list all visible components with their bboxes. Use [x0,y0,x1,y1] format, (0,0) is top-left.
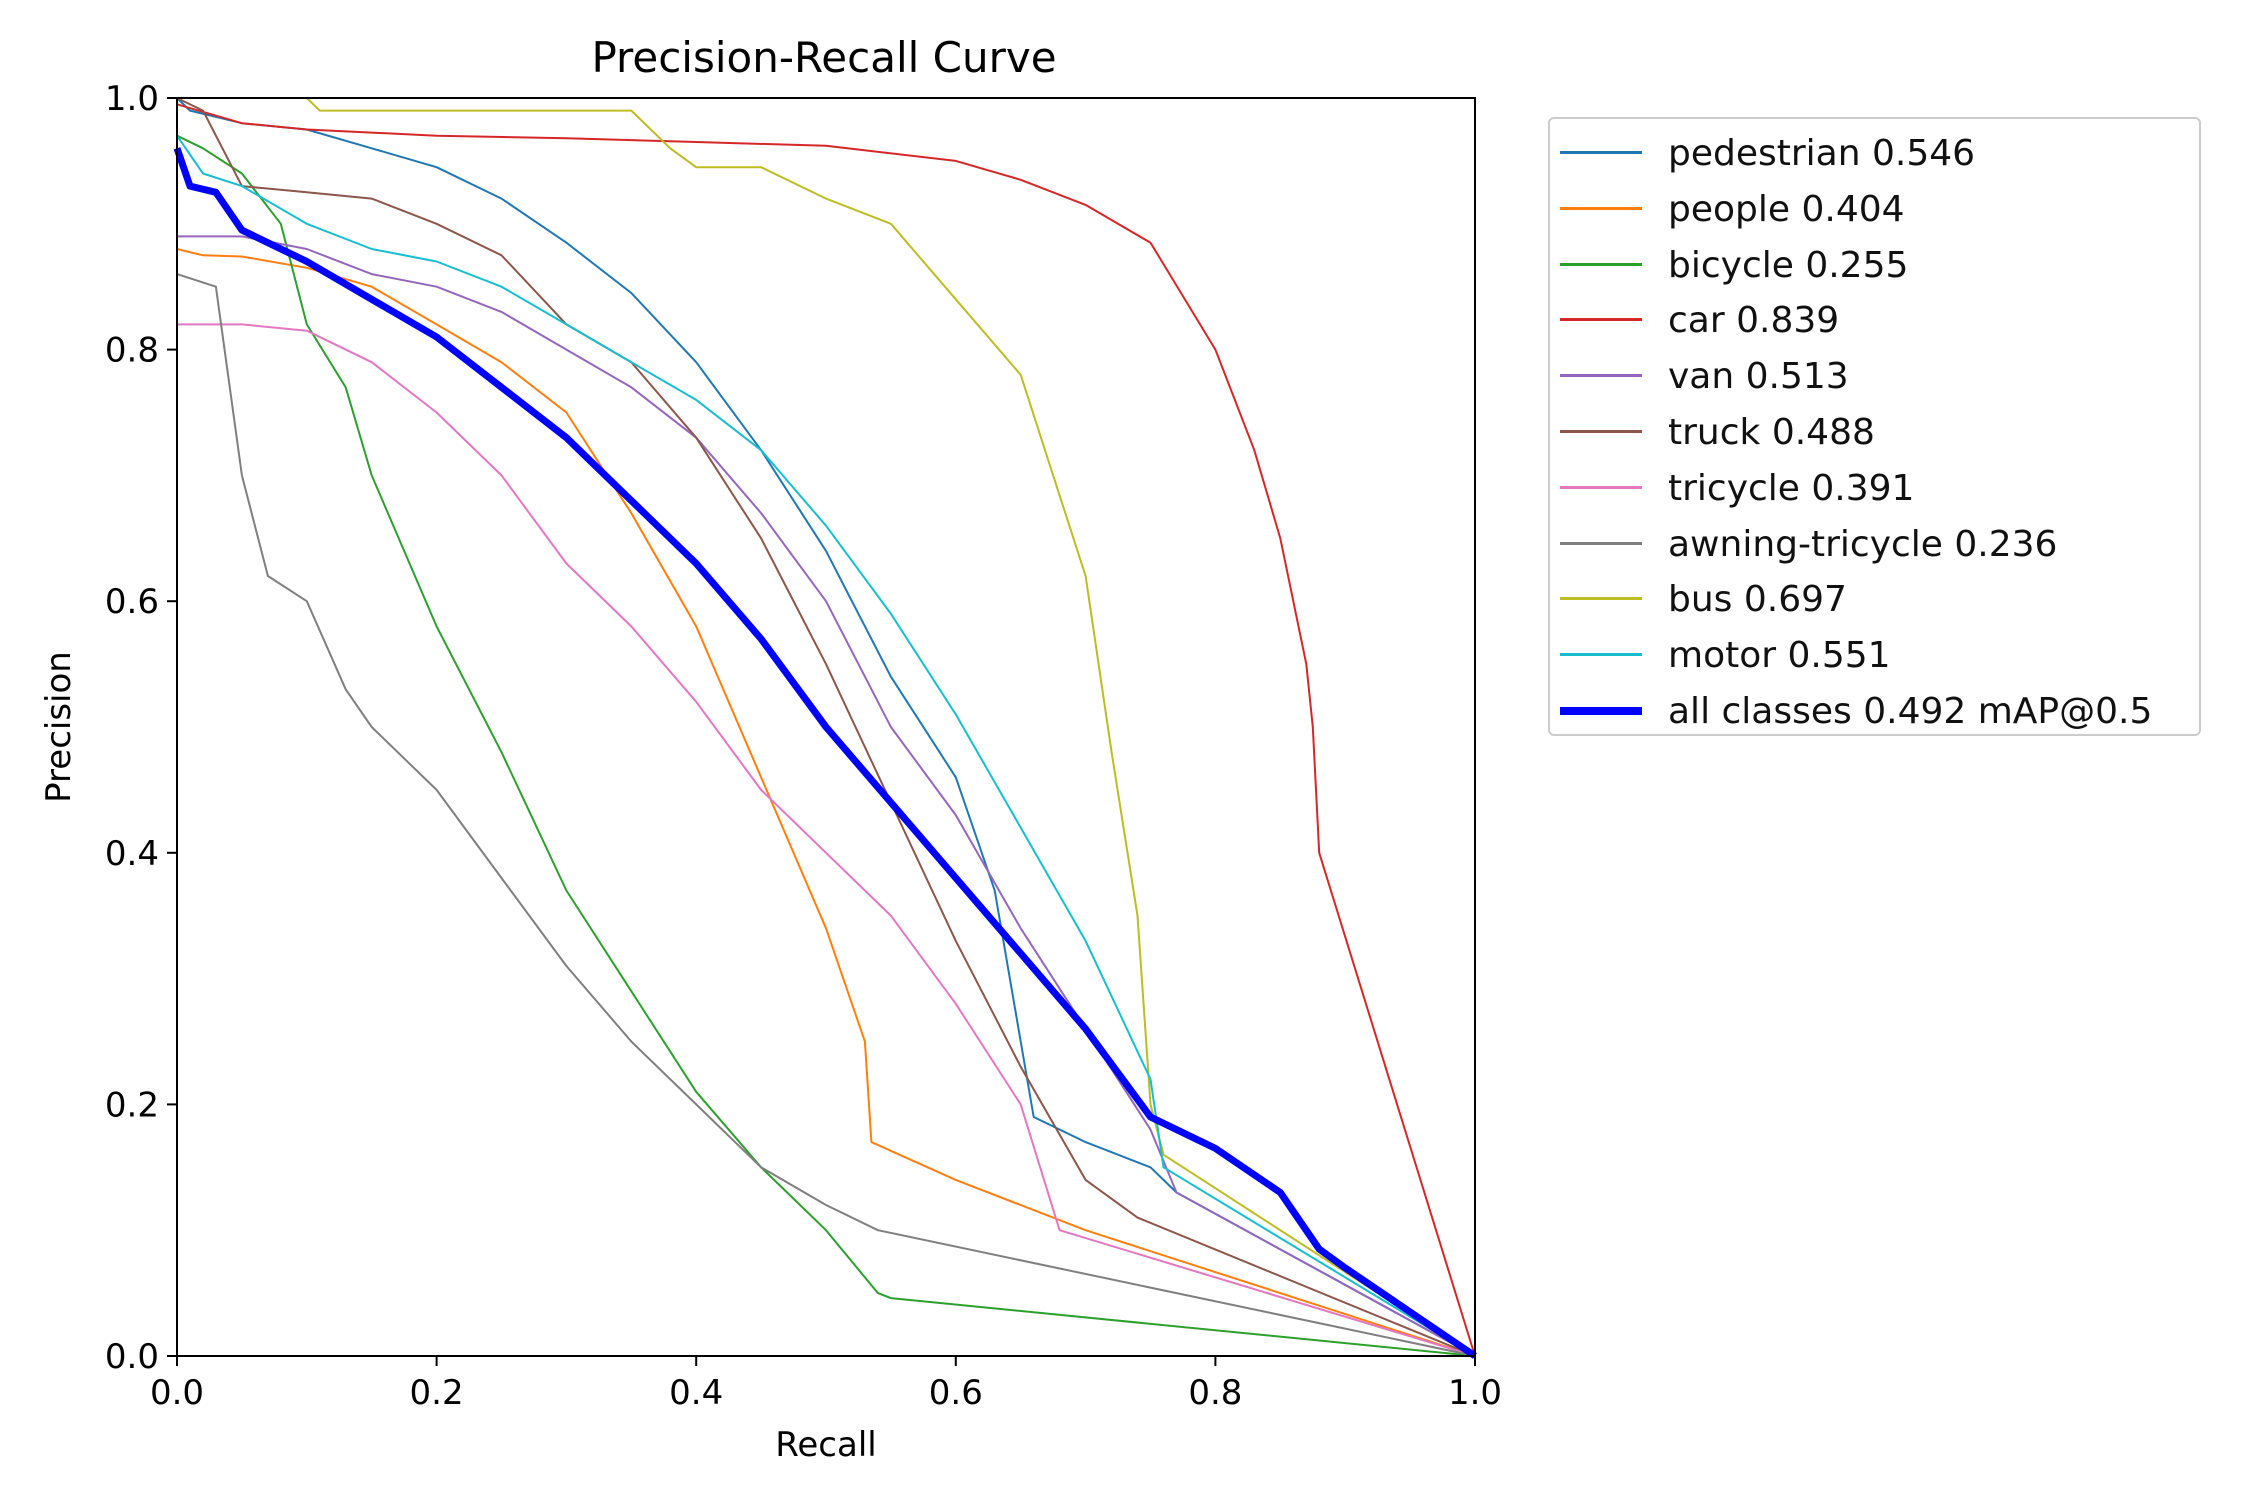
y-axis-label: Precision [39,651,79,803]
legend-label: awning-tricycle 0.236 [1668,523,2058,565]
series-line-pedestrian [176,97,1476,1357]
y-tick-label: 1.0 [105,79,159,119]
legend-label: tricycle 0.391 [1668,467,1915,509]
legend-label: car 0.839 [1668,300,1840,342]
legend-label: all classes 0.492 mAP@0.5 [1668,691,2153,732]
legend-swatch [1560,430,1642,433]
legend-item-pedestrian: pedestrian 0.546 [1550,127,2199,177]
legend-swatch [1560,707,1642,715]
legend-label: pedestrian 0.546 [1668,133,1976,174]
legend-swatch [1560,262,1642,266]
series-line-bicycle [176,134,1476,1357]
x-tick-label: 1.0 [1448,1373,1502,1413]
legend-item-tricycle: tricycle 0.391 [1550,462,2199,512]
legend-item-truck: truck 0.488 [1550,406,2199,456]
legend-swatch [1560,151,1642,154]
x-tick-label: 0.8 [1188,1373,1242,1413]
x-tick-label: 0.6 [929,1373,983,1413]
legend-label: bicycle 0.255 [1668,244,1909,286]
y-tick-label: 0.4 [105,834,159,874]
legend-swatch [1560,206,1642,210]
legend-swatch [1560,318,1642,322]
legend-item-bicycle: bicycle 0.255 [1550,239,2199,289]
series-line-tricycle [177,323,1476,1357]
legend-item-van: van 0.513 [1550,350,2199,400]
legend-swatch [1560,541,1642,545]
series-line-truck [176,97,1476,1357]
legend-swatch [1560,653,1642,657]
legend-item-all-classes: all classes 0.492 mAP@0.5 [1550,685,2199,735]
series-line-awning-tricycle [176,273,1476,1357]
series-line-motor [176,135,1476,1357]
legend-label: people 0.404 [1668,188,1905,230]
x-tick-label: 0.4 [669,1373,723,1413]
x-tick-label: 0.0 [150,1373,204,1413]
series-line-all-classes [173,147,1477,1359]
series-line-people [176,248,1476,1357]
y-axis-ticks: 0.0 0.2 0.4 0.6 0.8 1.0 [105,79,177,1377]
y-tick-label: 0.0 [105,1337,159,1377]
series-line-van [177,235,1476,1357]
legend: pedestrian 0.546 people 0.404 bicycle 0.25… [1548,117,2201,736]
legend-item-people: people 0.404 [1550,183,2199,233]
legend-label: motor 0.551 [1668,635,1891,677]
legend-label: van 0.513 [1668,356,1849,398]
legend-item-awning-tricycle: awning-tricycle 0.236 [1550,518,2199,568]
legend-item-bus: bus 0.697 [1550,573,2199,623]
y-tick-label: 0.8 [105,331,159,371]
x-axis-label: Recall [775,1425,876,1465]
legend-swatch [1560,485,1642,489]
series-line-car [176,103,1476,1357]
legend-label: truck 0.488 [1668,412,1875,453]
x-axis-ticks: 0.0 0.2 0.4 0.6 0.8 1.0 [150,1356,1502,1413]
series-line-bus [177,97,1476,1357]
chart-title: Precision-Recall Curve [591,33,1056,82]
plot-frame [176,97,1476,1357]
y-tick-label: 0.6 [105,582,159,622]
series-layer [173,97,1477,1359]
legend-swatch [1560,374,1642,378]
legend-item-car: car 0.839 [1550,294,2199,344]
legend-label: bus 0.697 [1668,579,1847,621]
legend-item-motor: motor 0.551 [1550,629,2199,679]
y-tick-label: 0.2 [105,1085,159,1125]
x-tick-label: 0.2 [410,1373,464,1413]
legend-swatch [1560,597,1642,601]
